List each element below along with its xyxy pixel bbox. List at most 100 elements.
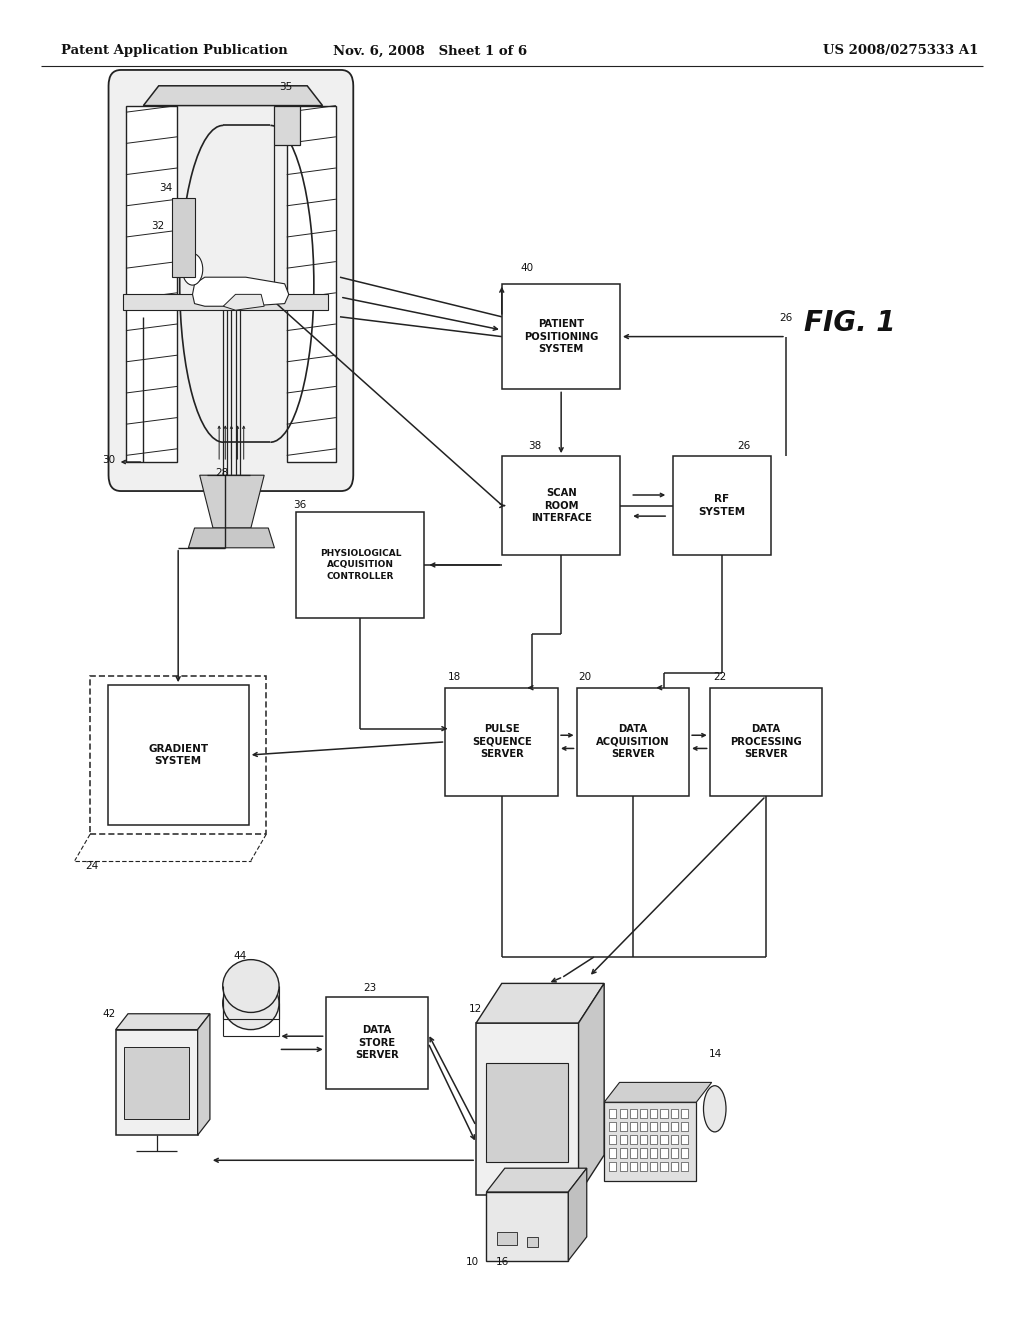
Bar bbox=[287, 106, 336, 462]
Bar bbox=[630, 1122, 637, 1131]
Bar bbox=[640, 1135, 647, 1144]
Bar bbox=[681, 1148, 688, 1158]
Text: 14: 14 bbox=[709, 1048, 722, 1059]
Text: 26: 26 bbox=[778, 313, 792, 323]
Bar bbox=[577, 688, 689, 796]
Bar bbox=[609, 1148, 616, 1158]
Text: 40: 40 bbox=[520, 263, 534, 273]
Text: 20: 20 bbox=[579, 672, 592, 682]
Text: 12: 12 bbox=[469, 1003, 482, 1014]
Bar bbox=[620, 1122, 627, 1131]
Bar bbox=[609, 1109, 616, 1118]
Text: 26: 26 bbox=[737, 441, 751, 451]
Text: DATA
STORE
SERVER: DATA STORE SERVER bbox=[355, 1026, 398, 1060]
Bar bbox=[650, 1162, 657, 1171]
Text: 24: 24 bbox=[85, 861, 98, 871]
Bar bbox=[660, 1148, 668, 1158]
Bar bbox=[124, 1047, 189, 1119]
Text: 42: 42 bbox=[102, 1008, 116, 1019]
Text: DATA
PROCESSING
SERVER: DATA PROCESSING SERVER bbox=[730, 725, 802, 759]
Bar bbox=[640, 1109, 647, 1118]
FancyBboxPatch shape bbox=[109, 70, 353, 491]
Bar bbox=[123, 294, 328, 310]
Bar bbox=[650, 1122, 657, 1131]
Bar bbox=[90, 676, 266, 834]
Bar bbox=[671, 1135, 678, 1144]
Text: 18: 18 bbox=[447, 672, 461, 682]
Bar bbox=[609, 1135, 616, 1144]
Text: 30: 30 bbox=[102, 454, 116, 465]
Bar bbox=[527, 1237, 538, 1247]
Bar bbox=[630, 1109, 637, 1118]
Ellipse shape bbox=[223, 960, 279, 1012]
Bar bbox=[620, 1109, 627, 1118]
Bar bbox=[108, 685, 249, 825]
Polygon shape bbox=[223, 294, 264, 310]
Polygon shape bbox=[116, 1014, 210, 1030]
Text: RF
SYSTEM: RF SYSTEM bbox=[698, 495, 745, 516]
Bar bbox=[640, 1148, 647, 1158]
Bar bbox=[609, 1162, 616, 1171]
Bar bbox=[630, 1135, 637, 1144]
Text: FIG. 1: FIG. 1 bbox=[804, 309, 896, 338]
Bar bbox=[671, 1148, 678, 1158]
Bar bbox=[660, 1109, 668, 1118]
Text: 44: 44 bbox=[233, 950, 247, 961]
Bar bbox=[674, 455, 770, 554]
Bar bbox=[609, 1122, 616, 1131]
Text: 23: 23 bbox=[364, 982, 377, 993]
Text: 36: 36 bbox=[293, 499, 306, 510]
Bar bbox=[650, 1135, 657, 1144]
Text: Nov. 6, 2008   Sheet 1 of 6: Nov. 6, 2008 Sheet 1 of 6 bbox=[333, 45, 527, 57]
Bar bbox=[503, 455, 621, 554]
Bar bbox=[671, 1122, 678, 1131]
Polygon shape bbox=[486, 1168, 587, 1192]
Polygon shape bbox=[568, 1168, 587, 1261]
Text: GRADIENT
SYSTEM: GRADIENT SYSTEM bbox=[148, 744, 208, 766]
Polygon shape bbox=[604, 1082, 712, 1102]
Ellipse shape bbox=[223, 977, 279, 1030]
Text: DATA
ACQUISITION
SERVER: DATA ACQUISITION SERVER bbox=[596, 725, 670, 759]
Bar bbox=[671, 1109, 678, 1118]
Bar bbox=[630, 1162, 637, 1171]
Polygon shape bbox=[143, 86, 323, 106]
Ellipse shape bbox=[703, 1085, 726, 1131]
Bar bbox=[640, 1122, 647, 1131]
Text: 16: 16 bbox=[496, 1257, 509, 1267]
Polygon shape bbox=[198, 1014, 210, 1135]
Polygon shape bbox=[476, 983, 604, 1023]
Polygon shape bbox=[604, 1102, 696, 1181]
Text: PHYSIOLOGICAL
ACQUISITION
CONTROLLER: PHYSIOLOGICAL ACQUISITION CONTROLLER bbox=[319, 549, 401, 581]
Bar bbox=[630, 1148, 637, 1158]
Text: 32: 32 bbox=[152, 220, 165, 231]
Bar bbox=[681, 1135, 688, 1144]
Bar bbox=[486, 1192, 568, 1261]
Bar bbox=[620, 1148, 627, 1158]
Bar bbox=[116, 1030, 198, 1135]
Bar bbox=[274, 106, 300, 145]
Polygon shape bbox=[200, 475, 264, 528]
Polygon shape bbox=[193, 277, 289, 306]
Bar bbox=[445, 688, 558, 796]
Bar bbox=[297, 512, 424, 618]
Bar bbox=[620, 1135, 627, 1144]
Bar bbox=[671, 1162, 678, 1171]
Bar bbox=[681, 1162, 688, 1171]
Text: PULSE
SEQUENCE
SERVER: PULSE SEQUENCE SERVER bbox=[472, 725, 531, 759]
Bar bbox=[126, 106, 177, 462]
Text: US 2008/0275333 A1: US 2008/0275333 A1 bbox=[823, 45, 979, 57]
Bar bbox=[681, 1122, 688, 1131]
Bar bbox=[497, 1232, 517, 1245]
Bar bbox=[172, 198, 195, 277]
Text: 22: 22 bbox=[714, 672, 727, 682]
Bar bbox=[640, 1162, 647, 1171]
Bar bbox=[476, 1023, 579, 1195]
Bar bbox=[660, 1135, 668, 1144]
Bar bbox=[503, 284, 621, 389]
Bar bbox=[620, 1162, 627, 1171]
Polygon shape bbox=[579, 983, 604, 1195]
Bar bbox=[650, 1109, 657, 1118]
Bar bbox=[681, 1109, 688, 1118]
Text: 28: 28 bbox=[215, 467, 228, 478]
Polygon shape bbox=[188, 528, 274, 548]
